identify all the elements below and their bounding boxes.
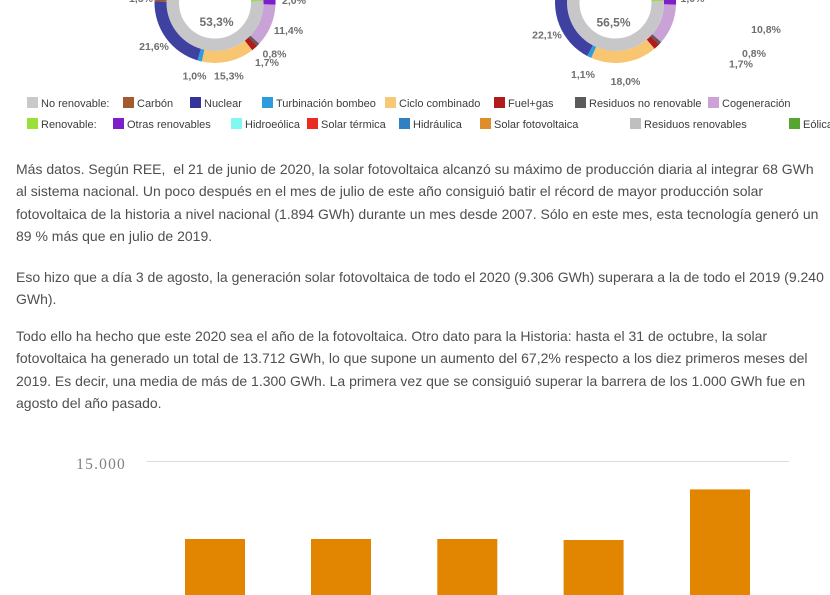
svg-text:Carbón: Carbón (137, 98, 173, 110)
svg-text:56,5%: 56,5% (596, 16, 630, 30)
svg-text:11,4%: 11,4% (274, 25, 304, 37)
svg-text:Solar térmica: Solar térmica (321, 119, 387, 131)
svg-text:No renovable:: No renovable: (41, 98, 110, 110)
svg-text:Turbinación bombeo: Turbinación bombeo (276, 98, 376, 110)
svg-text:Nuclear: Nuclear (204, 98, 242, 110)
svg-text:1,0%: 1,0% (681, 0, 706, 5)
svg-text:1,0%: 1,0% (183, 71, 208, 83)
svg-text:53,3%: 53,3% (199, 15, 233, 29)
svg-text:1,5%: 1,5% (129, 0, 154, 5)
svg-text:18,0%: 18,0% (611, 76, 641, 88)
svg-text:Hidroeólica: Hidroeólica (245, 119, 301, 131)
svg-text:Eólica: Eólica (803, 119, 830, 131)
svg-text:Renovable:: Renovable: (41, 119, 97, 131)
svg-text:Hidráulica: Hidráulica (413, 119, 463, 131)
svg-text:15,3%: 15,3% (214, 71, 244, 83)
svg-text:Residuos renovables: Residuos renovables (644, 119, 747, 131)
svg-text:0,8%: 0,8% (742, 48, 767, 60)
svg-text:21,6%: 21,6% (139, 41, 169, 53)
svg-text:Solar fotovoltaica: Solar fotovoltaica (494, 119, 579, 131)
svg-text:15.000: 15.000 (76, 456, 126, 473)
svg-text:Residuos no renovable: Residuos no renovable (589, 98, 702, 110)
svg-text:22,1%: 22,1% (532, 30, 562, 42)
svg-text:1,1%: 1,1% (571, 69, 596, 81)
svg-text:2,0%: 2,0% (282, 0, 307, 7)
svg-text:1,7%: 1,7% (255, 57, 280, 69)
svg-text:Otras renovables: Otras renovables (127, 119, 211, 131)
svg-text:1,7%: 1,7% (729, 59, 754, 71)
svg-text:Fuel+gas: Fuel+gas (508, 98, 554, 110)
svg-text:Cogeneración: Cogeneración (722, 98, 791, 110)
svg-text:10,8%: 10,8% (751, 24, 781, 36)
svg-text:Ciclo combinado: Ciclo combinado (399, 98, 480, 110)
svg-text:0,8%: 0,8% (263, 49, 288, 61)
